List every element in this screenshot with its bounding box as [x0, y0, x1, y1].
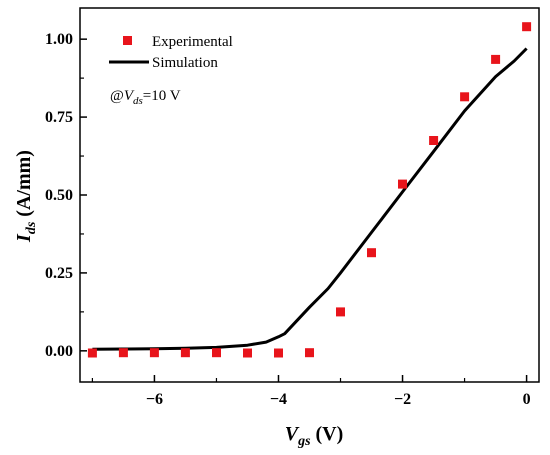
- y-tick-label: 1.00: [45, 31, 73, 48]
- experimental-point: [87, 348, 97, 358]
- legend: Experimental Simulation: [109, 34, 233, 71]
- experimental-point: [180, 348, 190, 358]
- experimental-point: [491, 54, 501, 64]
- x-tick-label: −4: [270, 391, 287, 408]
- experimental-point: [305, 348, 314, 358]
- experimental-point: [460, 92, 470, 102]
- y-tick-label: 0.50: [45, 187, 73, 204]
- y-axis-title: Ids (A/mm): [13, 150, 39, 243]
- plot-frame: [79, 7, 540, 383]
- experimental-point: [367, 248, 376, 258]
- legend-label-simulation: Simulation: [152, 55, 218, 71]
- experimental-point: [429, 136, 439, 145]
- series-layer: [87, 22, 532, 358]
- experimental-point: [118, 348, 128, 358]
- experimental-point: [212, 348, 221, 358]
- x-tick-label: −2: [394, 391, 411, 408]
- experimental-point: [243, 348, 252, 358]
- y-tick-label: 0.00: [45, 343, 73, 360]
- legend-marker-experimental: [123, 36, 132, 45]
- vds-annotation: @Vds=10 V: [110, 88, 181, 107]
- experimental-point: [336, 307, 345, 317]
- plot-border: [79, 7, 540, 383]
- y-tick-label: 0.25: [45, 265, 73, 282]
- experimental-point: [149, 348, 159, 358]
- x-tick-label: −6: [146, 391, 163, 408]
- legend-label-experimental: Experimental: [152, 34, 233, 50]
- experimental-point: [522, 22, 532, 32]
- experimental-point: [274, 348, 283, 358]
- x-axis-ticks: −6 −4 −2 0: [91, 375, 531, 408]
- experimental-point: [398, 179, 407, 189]
- x-axis-title: Vgs (V): [285, 423, 344, 449]
- y-tick-label: 0.75: [45, 109, 73, 126]
- y-axis-ticks: 0.00 0.25 0.50 0.75 1.00: [45, 31, 87, 360]
- x-tick-label: 0: [523, 391, 531, 408]
